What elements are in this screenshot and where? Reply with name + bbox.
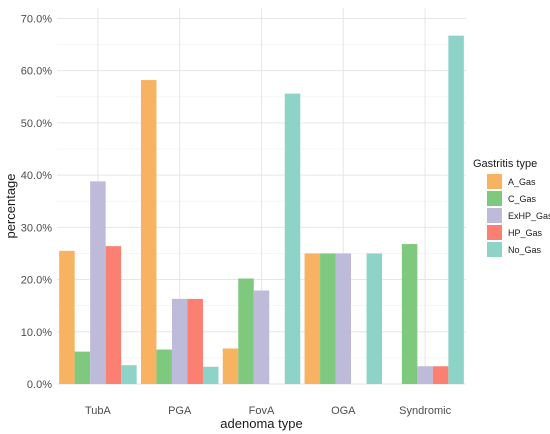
bar-C_Gas-FovA bbox=[238, 278, 254, 384]
y-tick-label: 50.0% bbox=[21, 118, 52, 130]
bar-No_Gas-FovA bbox=[284, 93, 301, 385]
y-tick-label: 30.0% bbox=[21, 222, 52, 234]
bar-No_Gas-PGA bbox=[202, 366, 219, 384]
bars bbox=[59, 35, 464, 385]
bar-HP_Gas-Syndromic bbox=[432, 366, 449, 384]
legend-key-A_Gas bbox=[487, 174, 502, 189]
legend-key-HP_Gas bbox=[487, 225, 502, 240]
bar-C_Gas-OGA bbox=[320, 253, 336, 384]
legend-key-ExHP_Gas bbox=[487, 208, 502, 223]
y-tick-label: 20.0% bbox=[21, 275, 52, 287]
bar-HP_Gas-TubA bbox=[105, 246, 122, 384]
bar-No_Gas-TubA bbox=[121, 365, 137, 384]
bar-C_Gas-TubA bbox=[74, 351, 91, 384]
y-tick-label: 0.0% bbox=[27, 379, 52, 391]
y-tick-label: 40.0% bbox=[21, 170, 52, 182]
y-tick-label: 10.0% bbox=[21, 327, 52, 339]
bar-A_Gas-FovA bbox=[222, 348, 239, 384]
bar-A_Gas-TubA bbox=[59, 250, 75, 384]
bar-ExHP_Gas-FovA bbox=[253, 290, 270, 384]
bar-A_Gas-OGA bbox=[304, 253, 321, 384]
legend-title: Gastritis type bbox=[473, 158, 537, 170]
bar-C_Gas-Syndromic bbox=[401, 244, 418, 384]
x-tick-label: TubA bbox=[85, 405, 112, 417]
bar-ExHP_Gas-TubA bbox=[90, 181, 106, 384]
legend-label: HP_Gas bbox=[508, 228, 543, 238]
bar-C_Gas-PGA bbox=[156, 349, 172, 384]
bar-No_Gas-OGA bbox=[366, 253, 383, 384]
bar-HP_Gas-PGA bbox=[187, 298, 203, 384]
bar-A_Gas-PGA bbox=[140, 80, 157, 385]
y-axis-title: percentage bbox=[3, 173, 18, 238]
x-tick-label: FovA bbox=[249, 405, 275, 417]
legend-label: C_Gas bbox=[508, 194, 537, 204]
y-tick-label: 70.0% bbox=[21, 13, 52, 25]
legend-label: No_Gas bbox=[508, 245, 542, 255]
legend: Gastritis type A_Gas C_Gas ExHP_Gas HP_Gas N… bbox=[473, 158, 550, 257]
bar-ExHP_Gas-Syndromic bbox=[417, 366, 433, 384]
x-axis-title: adenoma type bbox=[220, 416, 302, 431]
x-axis-ticks: TubA PGA FovA OGA Syndromic bbox=[85, 405, 452, 417]
x-tick-label: PGA bbox=[168, 405, 192, 417]
bar-ExHP_Gas-OGA bbox=[335, 253, 352, 384]
x-tick-label: OGA bbox=[331, 405, 356, 417]
y-axis-ticks: 0.0% 10.0% 20.0% 30.0% 40.0% 50.0% 60.0% 70.0% bbox=[21, 13, 52, 391]
legend-label: A_Gas bbox=[508, 177, 536, 187]
legend-label: ExHP_Gas bbox=[508, 211, 550, 221]
gridlines bbox=[57, 8, 466, 385]
legend-key-No_Gas bbox=[487, 242, 502, 257]
legend-key-C_Gas bbox=[487, 191, 502, 206]
bar-ExHP_Gas-PGA bbox=[171, 298, 188, 384]
bar-No_Gas-Syndromic bbox=[448, 35, 464, 385]
x-tick-label: Syndromic bbox=[399, 405, 451, 417]
y-tick-label: 60.0% bbox=[21, 66, 52, 78]
